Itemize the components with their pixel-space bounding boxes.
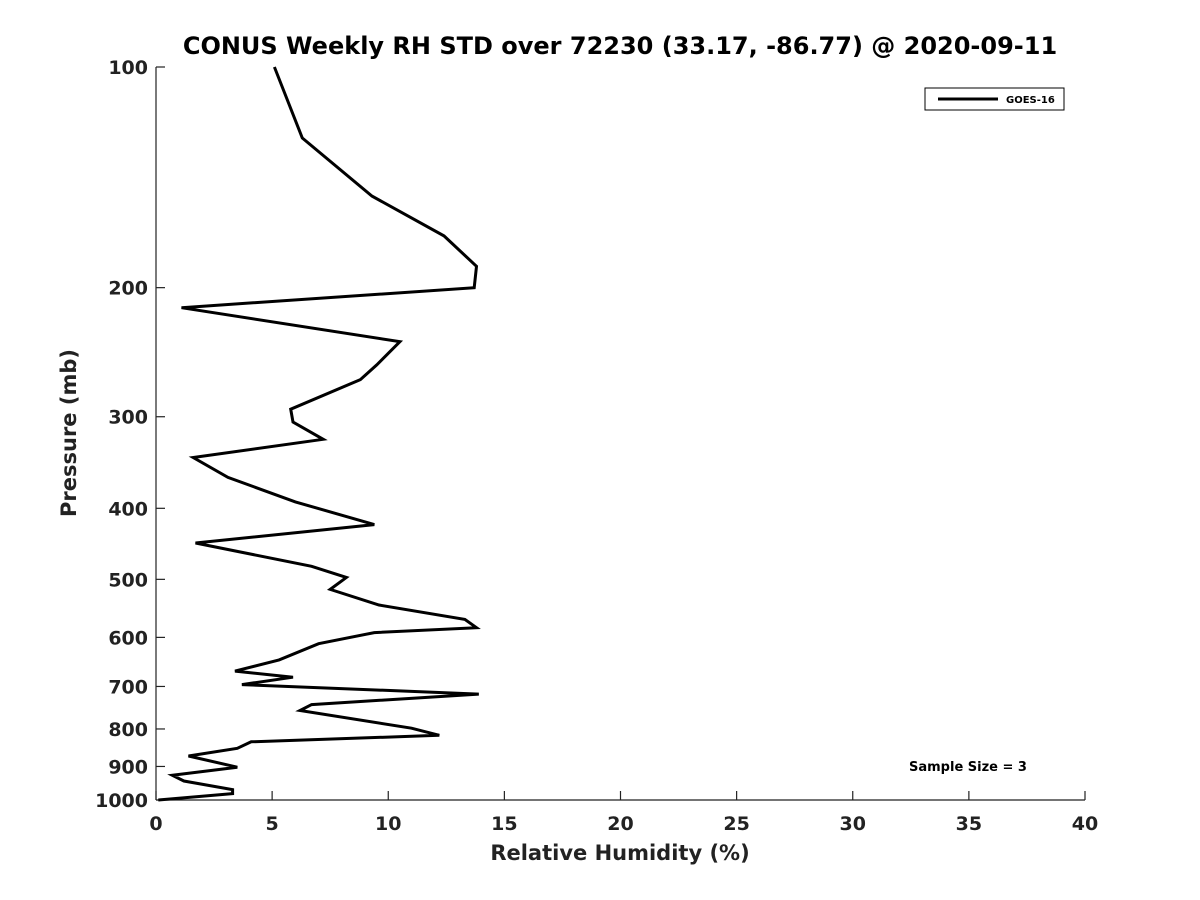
y-tick-label: 200: [108, 278, 148, 300]
y-tick-label: 600: [108, 627, 148, 649]
y-axis-label: Pressure (mb): [57, 349, 81, 517]
series-layer: [158, 66, 481, 802]
x-axis-label: Relative Humidity (%): [490, 841, 749, 865]
x-tick-label: 0: [149, 813, 162, 835]
x-axis-ticks: 0 5 10 15 20 25 30 35 40: [149, 791, 1098, 835]
axes: [155, 67, 1085, 801]
y-tick-label: 800: [108, 719, 148, 741]
y-tick-label: 700: [108, 676, 148, 698]
y-tick-label: 400: [108, 498, 148, 520]
y-tick-label: 1000: [95, 790, 148, 812]
chart-title: CONUS Weekly RH STD over 72230 (33.17, -…: [183, 32, 1057, 60]
y-tick-label: 300: [108, 407, 148, 429]
sample-size-annotation: Sample Size = 3: [909, 760, 1027, 775]
y-tick-label: 500: [108, 569, 148, 591]
x-tick-label: 30: [840, 813, 866, 835]
y-tick-label: 100: [108, 57, 148, 79]
x-tick-label: 40: [1072, 813, 1098, 835]
x-tick-label: 5: [266, 813, 279, 835]
x-tick-label: 15: [491, 813, 517, 835]
x-tick-label: 25: [723, 813, 749, 835]
x-tick-label: 20: [607, 813, 633, 835]
series-line-goes16: [158, 66, 481, 802]
x-tick-label: 35: [956, 813, 982, 835]
legend-label-goes16: GOES-16: [1006, 95, 1055, 106]
x-tick-label: 10: [375, 813, 401, 835]
y-axis-ticks: 100 200 300 400 500 600 700 800 900 1000: [95, 57, 165, 812]
y-tick-label: 900: [108, 756, 148, 778]
legend: GOES-16: [924, 87, 1065, 111]
